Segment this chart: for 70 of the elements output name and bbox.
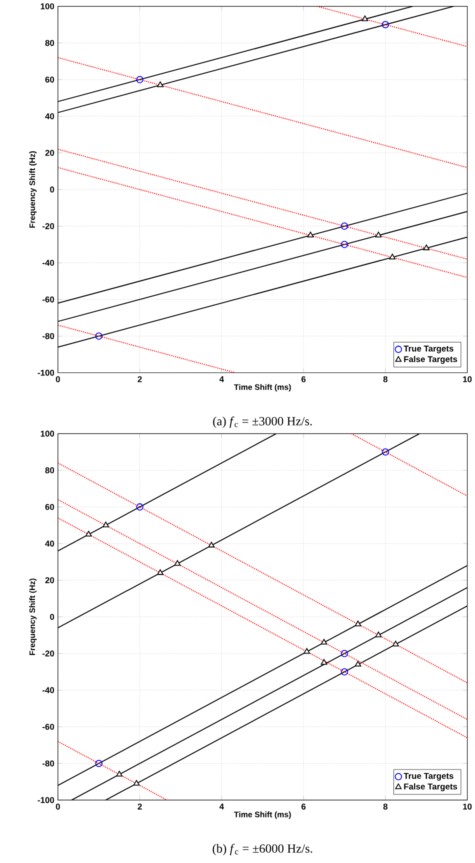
point (320, 638, 328, 645)
y-tick-label: -40 (42, 260, 54, 266)
point (95, 760, 102, 768)
point (423, 244, 430, 250)
point (102, 522, 109, 528)
y-tick-label: -60 (42, 296, 54, 302)
point (303, 648, 310, 654)
point (354, 660, 362, 667)
legend-label: True Targets (404, 773, 454, 781)
point (389, 254, 396, 260)
point (156, 81, 164, 88)
y-tick-label: -100 (38, 797, 54, 804)
point (340, 240, 348, 248)
point (340, 668, 348, 676)
point (95, 332, 102, 340)
y-tick-label: -20 (42, 650, 54, 657)
y-tick-label: 80 (45, 467, 54, 474)
point (340, 650, 348, 658)
point (375, 632, 382, 638)
point (320, 659, 328, 665)
x-tick-label: 10 (462, 376, 472, 382)
point (375, 232, 382, 238)
y-tick-label: 40 (44, 540, 54, 547)
text: (a) f$_{c}$ = ±3000 Hz/s. (212, 416, 312, 428)
legend-label: True Targets (404, 346, 454, 354)
y-tick-label: -80 (42, 760, 54, 766)
x-tick-label: 10 (462, 804, 472, 810)
point (85, 530, 92, 536)
x-tick-label: 0 (56, 804, 60, 810)
x-tick-label: 6 (301, 804, 306, 810)
point (307, 232, 314, 238)
x-tick-label: 8 (383, 804, 388, 810)
legend-label: False Targets (404, 783, 457, 792)
x-tick-label: 8 (383, 376, 388, 382)
x-tick-label: 2 (138, 376, 142, 382)
y-tick-label: 40 (44, 113, 54, 120)
point (362, 16, 368, 22)
point (116, 770, 122, 776)
x-tick-label: 4 (219, 376, 224, 382)
y-tick-label: -40 (42, 687, 54, 694)
text: (b) f$_{c}$ = ±6000 Hz/s. (212, 844, 312, 856)
point (156, 569, 164, 575)
y-tick-label: 60 (45, 504, 54, 510)
point (208, 542, 214, 548)
y-tick-label: -20 (42, 223, 54, 230)
y-tick-label: 60 (45, 76, 54, 83)
point (354, 620, 362, 626)
point (382, 448, 389, 456)
y-tick-label: -80 (42, 333, 54, 340)
x-tick-label: 2 (138, 804, 142, 810)
y-tick-label: 20 (45, 577, 54, 584)
y-tick-label: 0 (50, 186, 54, 193)
point (174, 560, 181, 566)
y-tick-label: -60 (42, 724, 54, 730)
legend-label: False Targets (404, 356, 457, 364)
point (340, 222, 348, 230)
point (136, 76, 144, 84)
y-tick-label: -100 (38, 370, 54, 376)
y-tick-label: 80 (45, 40, 54, 46)
point (382, 20, 389, 28)
point (392, 640, 399, 646)
y-tick-label: 100 (40, 3, 54, 10)
y-tick-label: 100 (40, 430, 54, 437)
point (133, 780, 140, 786)
x-tick-label: 6 (301, 376, 306, 382)
point (136, 503, 144, 511)
y-tick-label: 20 (45, 150, 54, 156)
x-tick-label: 4 (219, 804, 224, 810)
y-tick-label: 0 (50, 614, 54, 620)
x-tick-label: 0 (56, 376, 60, 382)
